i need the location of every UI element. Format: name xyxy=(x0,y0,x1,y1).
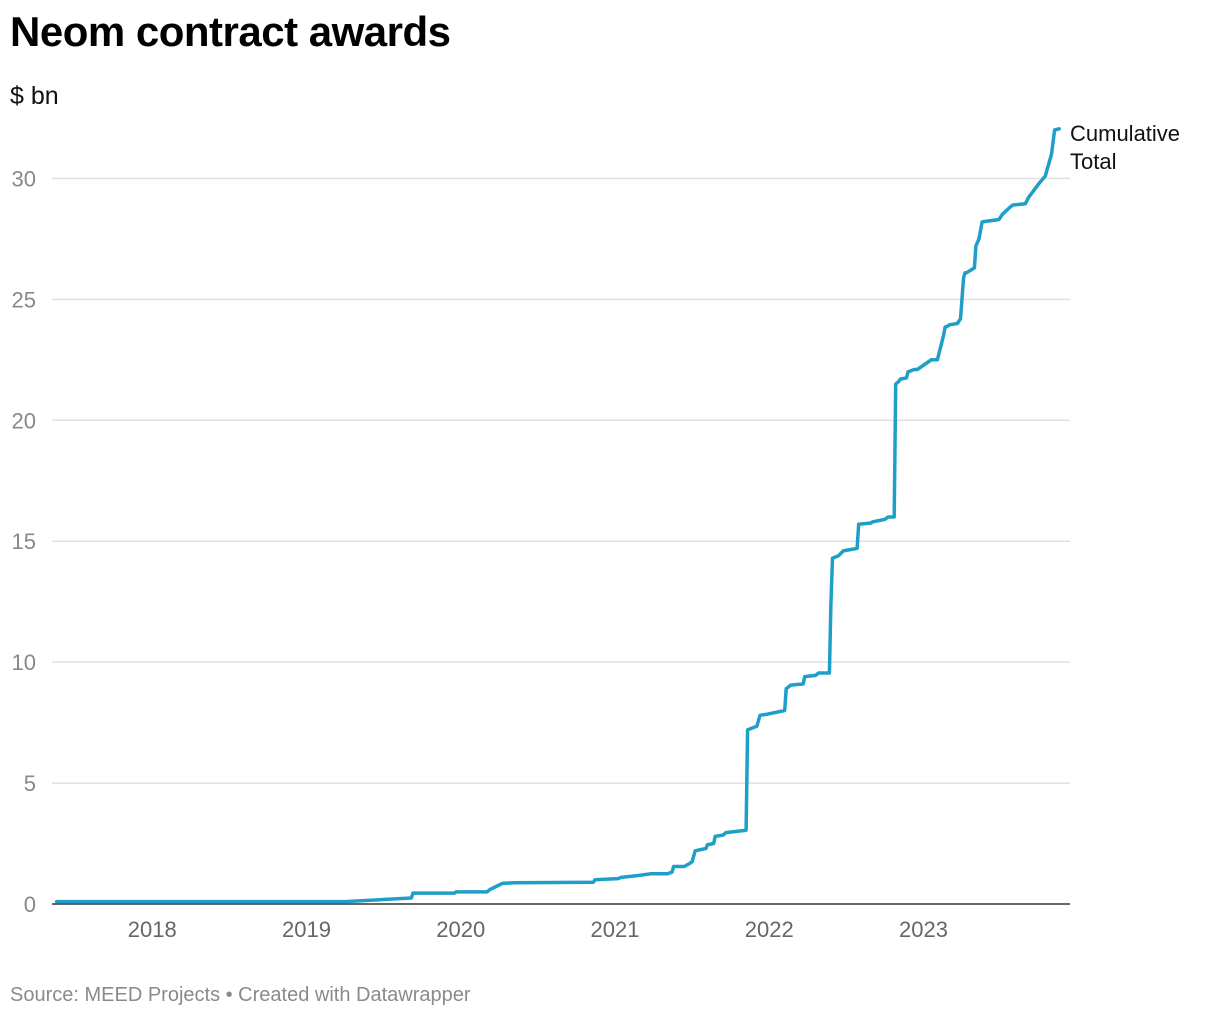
y-tick-label: 10 xyxy=(12,650,36,675)
x-tick-label: 2019 xyxy=(282,917,331,942)
y-tick-label: 15 xyxy=(12,529,36,554)
source-footer: Source: MEED Projects • Created with Dat… xyxy=(10,984,471,1006)
x-tick-label: 2018 xyxy=(128,917,177,942)
series-label-line-1: Cumulative xyxy=(1070,121,1180,146)
y-tick-label: 20 xyxy=(12,408,36,433)
x-tick-label: 2021 xyxy=(591,917,640,942)
series-label-line-2: Total xyxy=(1070,149,1116,174)
chart-subtitle: $ bn xyxy=(10,82,59,110)
x-axis-ticks: 2018 2019 2020 2021 2022 2023 xyxy=(128,917,948,942)
y-tick-label: 5 xyxy=(24,771,36,796)
chart-title: Neom contract awards xyxy=(10,8,451,55)
y-tick-label: 30 xyxy=(12,166,36,191)
y-tick-label: 25 xyxy=(12,287,36,312)
series-group xyxy=(54,127,1061,904)
gridlines xyxy=(52,177,1070,784)
y-tick-label: 0 xyxy=(24,892,36,917)
x-tick-label: 2022 xyxy=(745,917,794,942)
y-axis-ticks: 0 5 10 15 20 25 30 xyxy=(12,166,36,917)
x-tick-label: 2020 xyxy=(436,917,485,942)
x-tick-label: 2023 xyxy=(899,917,948,942)
series-line-cumulative-total xyxy=(54,127,1061,904)
